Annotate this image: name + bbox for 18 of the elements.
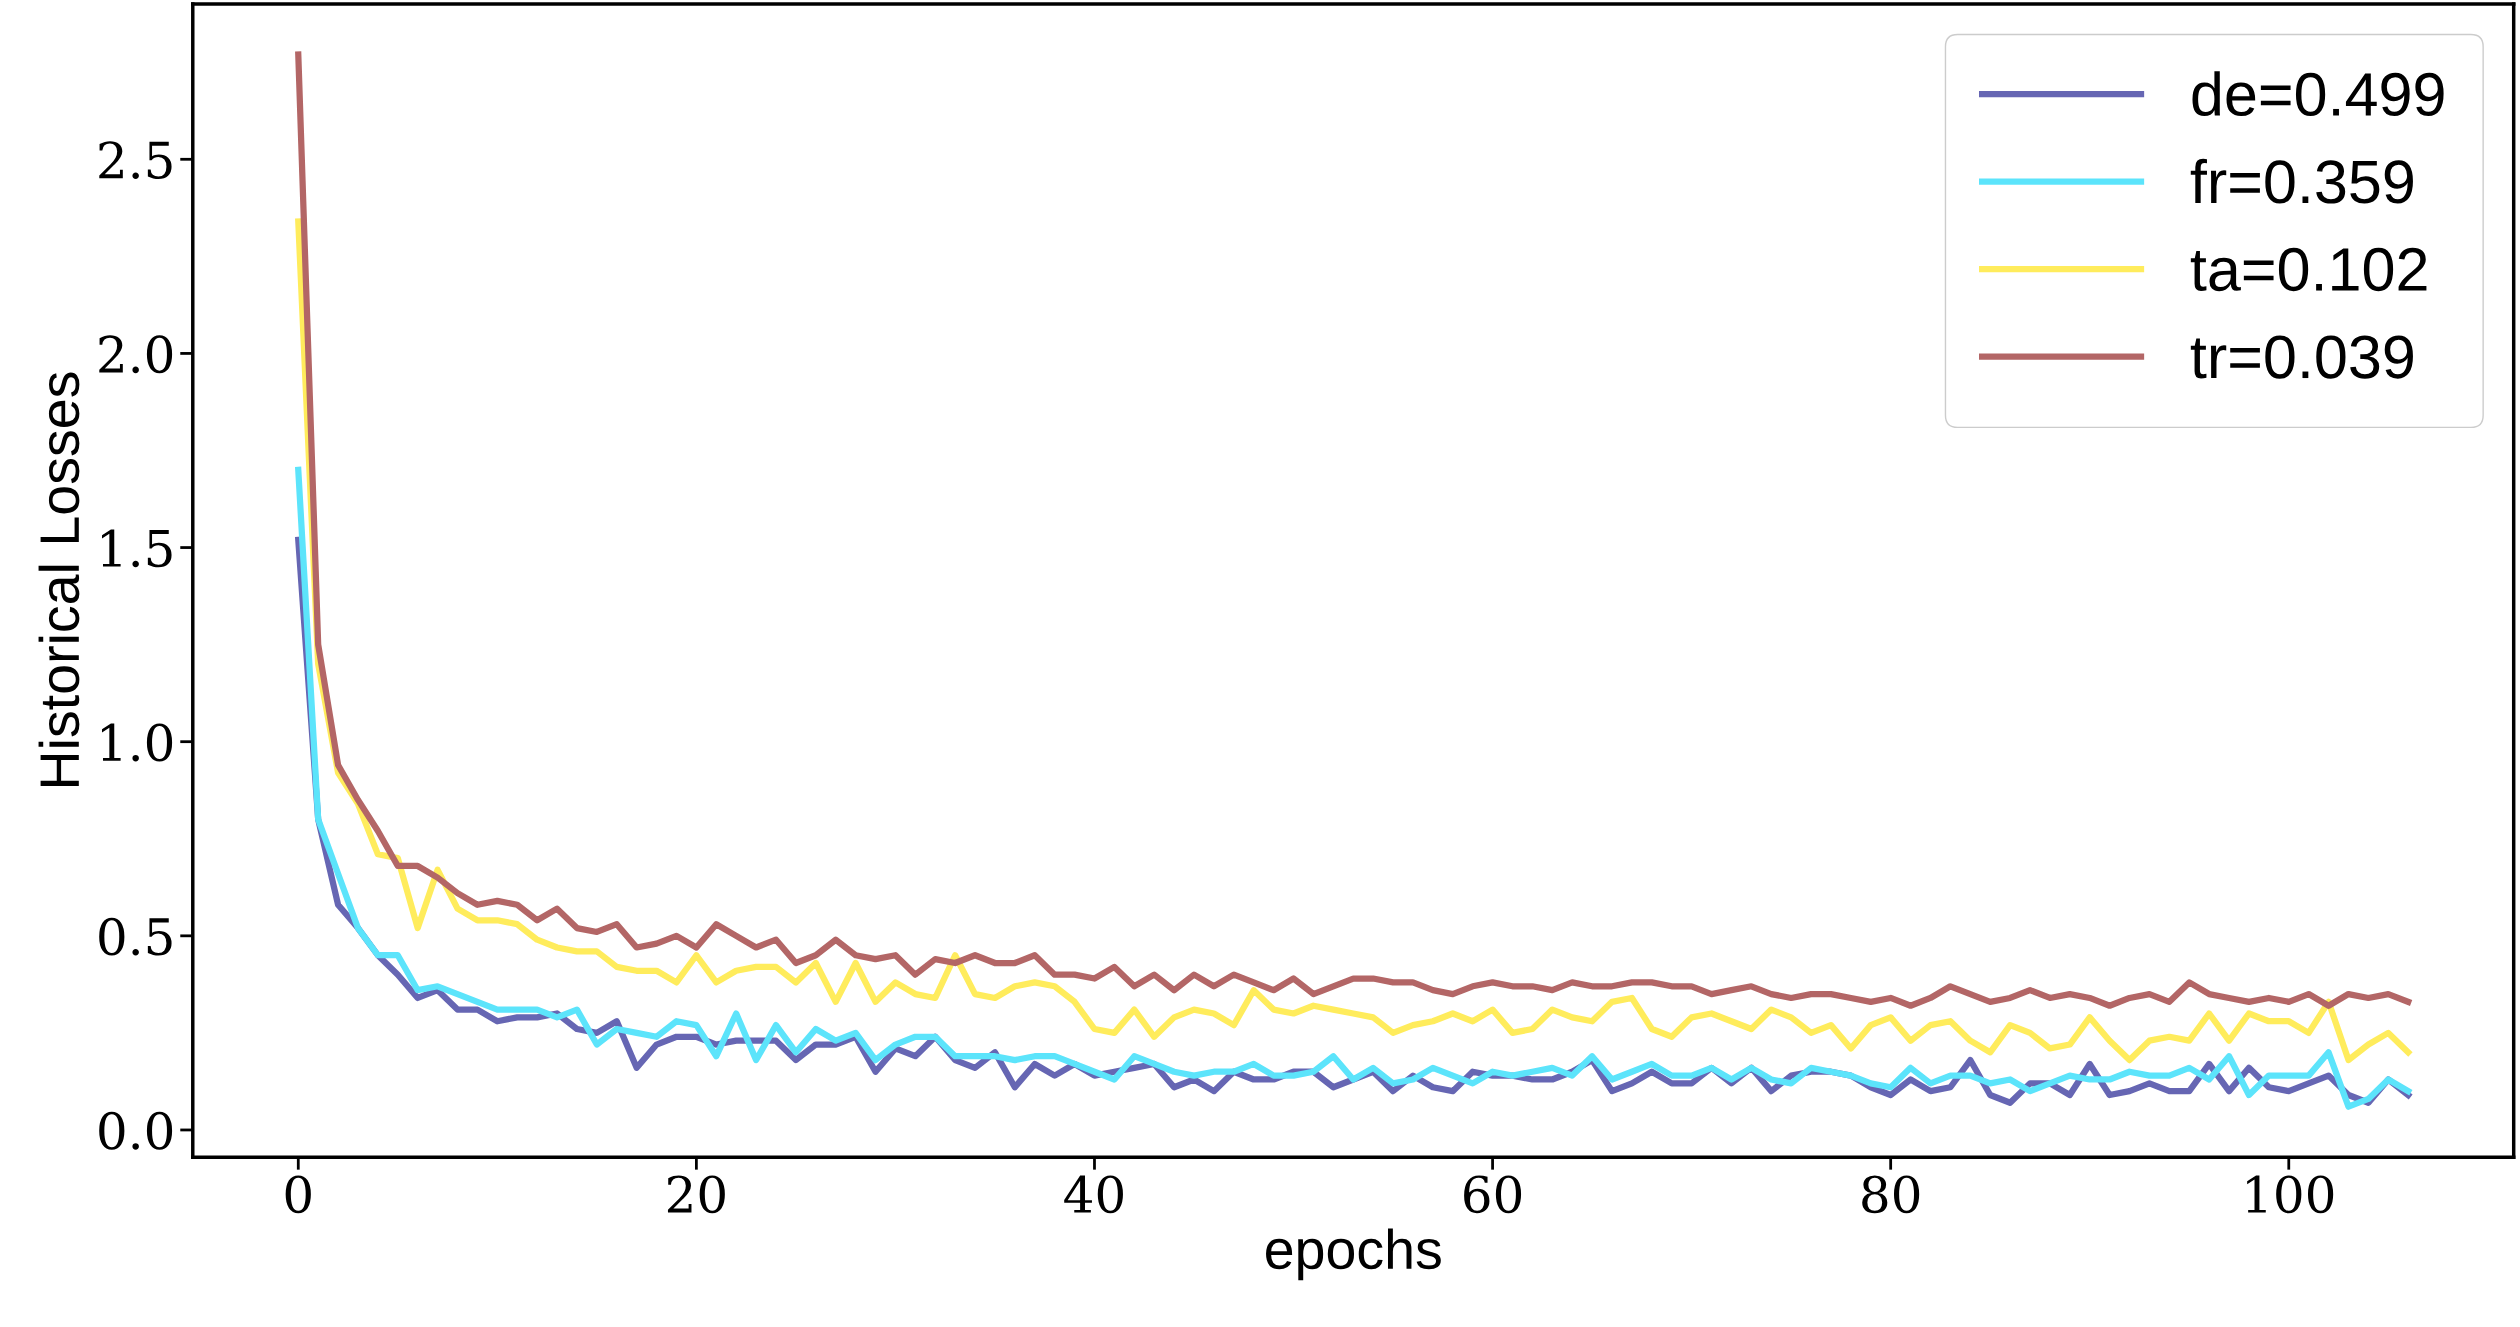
legend-label: fr=0.359 <box>2190 158 2413 204</box>
legend-label: ta=0.102 <box>2190 247 2427 292</box>
x-tick-label: 60 <box>1464 1175 1522 1214</box>
y-tick-label: 2.5 <box>99 141 172 179</box>
y-tick-label: 0.0 <box>99 1111 173 1150</box>
legend-label: tr=0.039 <box>2190 335 2413 379</box>
y-axis-title: Historical Losses <box>38 372 80 786</box>
legend-label: de=0.499 <box>2192 71 2444 117</box>
x-tick-label: 40 <box>1064 1175 1123 1214</box>
x-tick-label: 100 <box>2247 1175 2334 1214</box>
x-tick-label: 20 <box>667 1175 725 1214</box>
y-tick-label: 0.5 <box>99 917 172 956</box>
x-tick-label: 80 <box>1862 1175 1920 1214</box>
x-axis-title: epochs <box>1266 1228 1441 1281</box>
x-tick-label: 0 <box>285 1175 311 1214</box>
y-tick-label: 1.5 <box>102 529 172 568</box>
y-tick-label: 1.0 <box>102 723 173 762</box>
y-tick-label: 2.0 <box>99 335 173 374</box>
